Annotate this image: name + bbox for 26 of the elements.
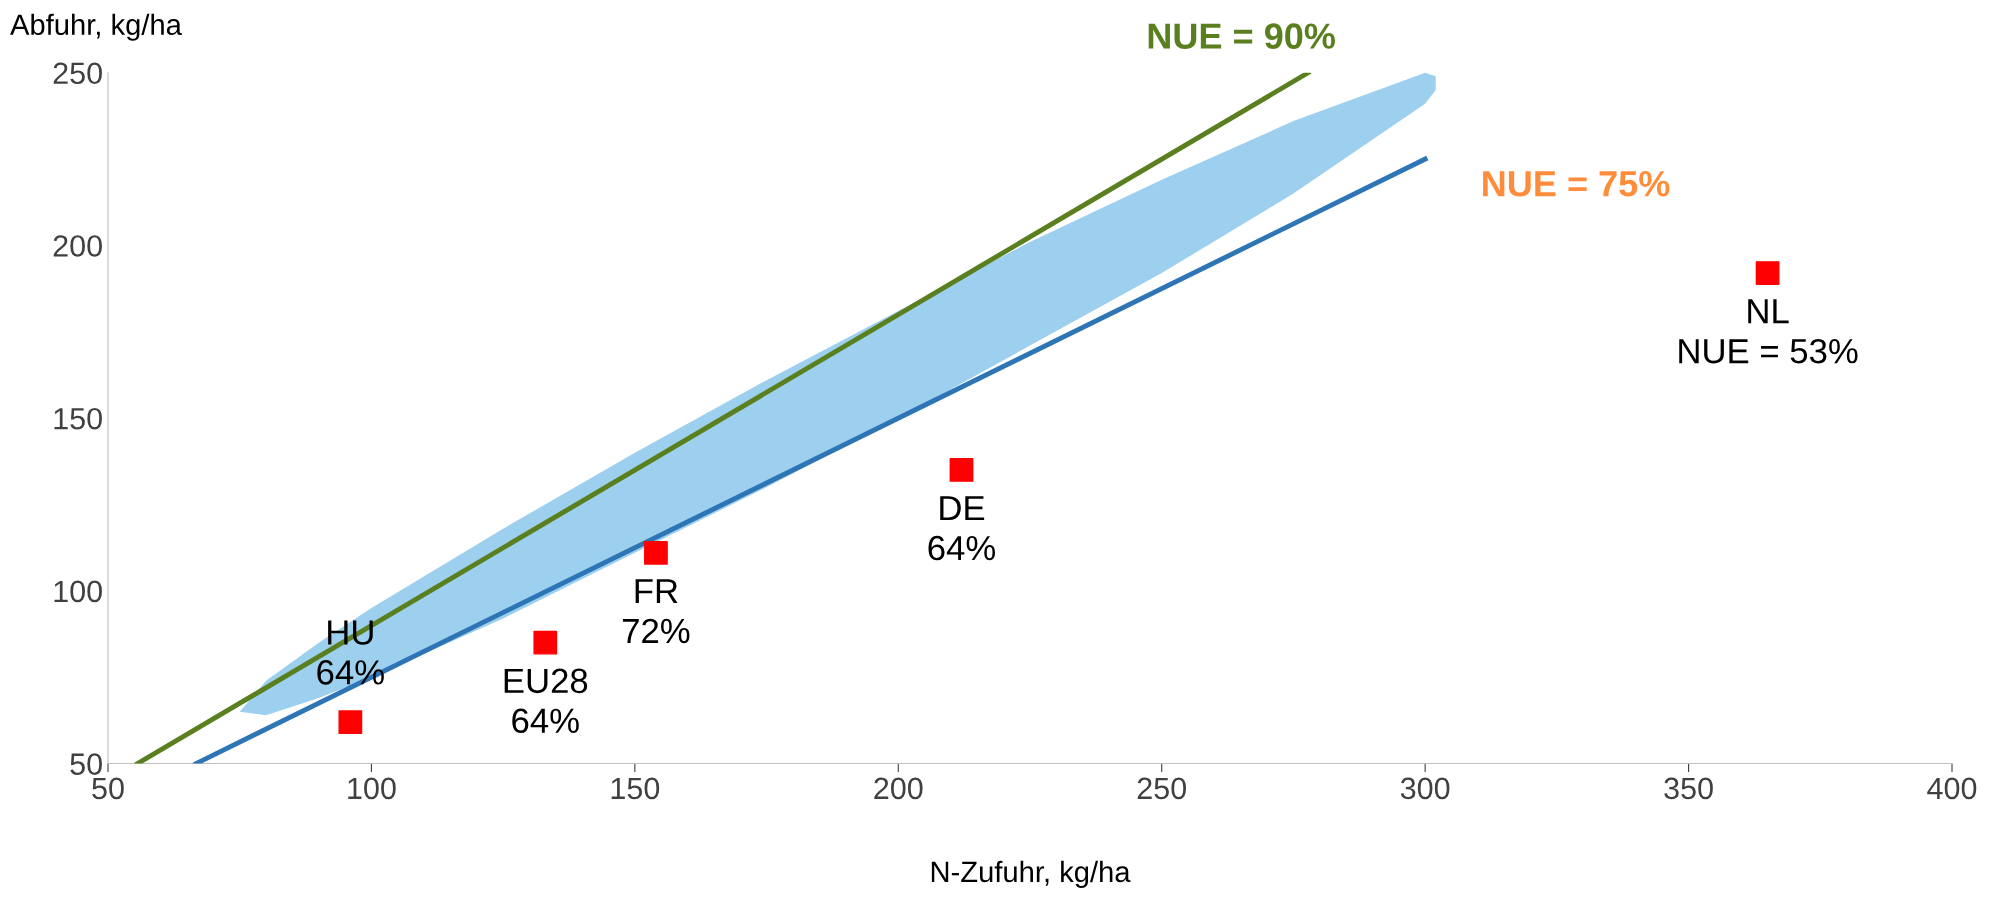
point — [644, 540, 668, 565]
annotation: NL NUE = 53% — [1679, 299, 1858, 364]
point — [949, 458, 974, 482]
x-tick-label: 300 — [1400, 777, 1450, 800]
annotation: DE 64% — [928, 496, 996, 561]
annotation: FR 72% — [622, 579, 690, 644]
x-tick-label: 350 — [1664, 777, 1713, 800]
y-tick-label: 150 — [54, 407, 102, 430]
point — [338, 710, 363, 735]
point — [533, 630, 558, 655]
y-axis-title: Abfuhr, kg/ha — [10, 13, 182, 41]
x-tick-label: 200 — [874, 777, 923, 800]
x-tick-label: 100 — [348, 777, 396, 800]
y-tick-label: 100 — [54, 580, 102, 603]
x-tick-label: 150 — [611, 777, 660, 800]
y-tick-label: 50 — [70, 753, 102, 775]
annotation: EU28 64% — [504, 668, 588, 734]
x-tick-label: 400 — [1927, 777, 1977, 800]
annotation: NUE = 90% — [1148, 23, 1335, 49]
annotation: NUE = 75% — [1483, 171, 1670, 197]
point — [1755, 261, 1780, 285]
x-tick-label: 250 — [1137, 777, 1187, 800]
x-axis-title: N-Zufuhr, kg/ha — [931, 860, 1131, 888]
y-tick-label: 250 — [53, 62, 102, 85]
x-tick-label: 50 — [92, 777, 124, 800]
y-tick-label: 200 — [53, 235, 102, 257]
